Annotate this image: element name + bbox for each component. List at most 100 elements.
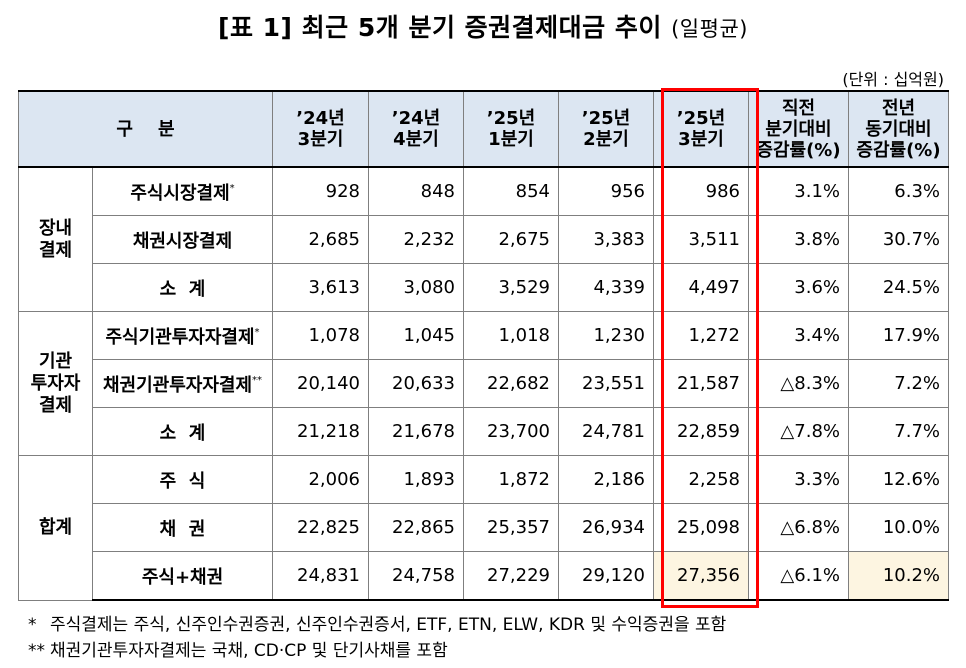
- value-cell: 2,685: [272, 215, 369, 264]
- value-cell: △8.3%: [748, 359, 849, 408]
- header-row: 구 분 ’24년 3분기 ’24년 4분기 ’25년 1분기 ’25년 2분기 …: [18, 90, 949, 168]
- value-cell: 3.4%: [748, 311, 849, 360]
- value-cell: 7.2%: [848, 359, 949, 408]
- value-cell: 22,825: [272, 503, 369, 552]
- value-cell: 22,682: [463, 359, 559, 408]
- row-label: 소 계: [92, 407, 273, 456]
- value-cell: 1,045: [368, 311, 464, 360]
- value-cell: 2,675: [463, 215, 559, 264]
- value-cell: 3,511: [653, 215, 749, 264]
- value-cell: 4,497: [653, 263, 749, 312]
- row-label: 채권기관투자자결제**: [92, 359, 273, 408]
- value-cell: 22,865: [368, 503, 464, 552]
- row-label: 주식시장결제*: [92, 166, 273, 216]
- value-cell: 6.3%: [848, 166, 949, 216]
- value-cell: 854: [463, 166, 559, 216]
- footnote-1: * 주식결제는 주식, 신주인수권증권, 신주인수권증서, ETF, ETN, E…: [28, 615, 727, 635]
- row-label: 주 식: [92, 455, 273, 504]
- header-25q2: ’25년 2분기: [558, 90, 654, 168]
- value-cell: 24,781: [558, 407, 654, 456]
- value-cell: 10.0%: [848, 503, 949, 552]
- value-cell: 1,230: [558, 311, 654, 360]
- value-cell: 4,339: [558, 263, 654, 312]
- value-cell: 27,356: [653, 551, 749, 601]
- value-cell: 23,551: [558, 359, 654, 408]
- table-row: 소 계 21,218 21,678 23,700 24,781 22,859 △7.8% 7.…: [19, 407, 949, 456]
- header-25q3: ’25년 3분기: [653, 90, 749, 168]
- value-cell: 23,700: [463, 407, 559, 456]
- table-row: 합계 주 식 2,006 1,893 1,872 2,186 2,258 3.3% 12.6%: [18, 455, 949, 601]
- footnote-mark: *: [229, 182, 235, 194]
- value-cell: 30.7%: [848, 215, 949, 264]
- group-label-institutional: 기관 투자자 결제: [18, 311, 93, 456]
- value-cell: 7.7%: [848, 407, 949, 456]
- value-cell: 3.6%: [748, 263, 849, 312]
- table-row: 채 권 22,825 22,865 25,357 26,934 25,098 △6.8% 10…: [19, 503, 949, 552]
- value-cell: 1,272: [653, 311, 749, 360]
- row-label: 주식+채권: [92, 551, 273, 601]
- value-cell: △7.8%: [748, 407, 849, 456]
- value-cell: 24.5%: [848, 263, 949, 312]
- value-cell: 848: [368, 166, 464, 216]
- value-cell: 1,078: [272, 311, 369, 360]
- value-cell: 986: [653, 166, 749, 216]
- table-row: 채권기관투자자결제** 20,140 20,633 22,682 23,551 21,58…: [19, 359, 949, 408]
- settlement-table: 구 분 ’24년 3분기 ’24년 4분기 ’25년 1분기 ’25년 2분기 …: [18, 90, 949, 601]
- row-label: 소 계: [92, 263, 273, 312]
- value-cell: 1,018: [463, 311, 559, 360]
- value-cell: 928: [272, 166, 369, 216]
- title-sub: (일평균): [671, 17, 748, 41]
- value-cell: 12.6%: [848, 455, 949, 504]
- footnotes: * 주식결제는 주식, 신주인수권증권, 신주인수권증서, ETF, ETN, E…: [28, 612, 726, 664]
- table-title: [표 1] 최근 5개 분기 증권결제대금 추이 (일평균): [0, 8, 966, 44]
- value-cell: 3.1%: [748, 166, 849, 216]
- value-cell: 2,186: [558, 455, 654, 504]
- unit-label: (단위 : 십억원): [842, 70, 944, 89]
- value-cell: 1,872: [463, 455, 559, 504]
- group-label-total: 합계: [18, 455, 93, 601]
- value-cell: 22,859: [653, 407, 749, 456]
- value-cell: 3.3%: [748, 455, 849, 504]
- value-cell: 2,006: [272, 455, 369, 504]
- value-cell: 24,831: [272, 551, 369, 601]
- value-cell: 24,758: [368, 551, 464, 601]
- header-25q1: ’25년 1분기: [463, 90, 559, 168]
- table-row: 주식+채권 24,831 24,758 27,229 29,120 27,356 △6.1%…: [19, 551, 949, 601]
- value-cell: 3,383: [558, 215, 654, 264]
- value-cell: 21,587: [653, 359, 749, 408]
- title-main: [표 1] 최근 5개 분기 증권결제대금 추이: [218, 13, 662, 42]
- header-24q4: ’24년 4분기: [368, 90, 464, 168]
- header-24q3: ’24년 3분기: [272, 90, 369, 168]
- table-row: 기관 투자자 결제 주식기관투자자결제* 1,078 1,045 1,018 1,230…: [18, 311, 949, 456]
- value-cell: △6.8%: [748, 503, 849, 552]
- table-row: 장내 결제 주식시장결제* 928 848 854 956 986 3.1% 6.3%: [18, 166, 949, 312]
- footnote-2: ** 채권기관투자자결제는 국채, CD·CP 및 단기사채를 포함: [28, 641, 448, 661]
- row-label: 채권시장결제: [92, 215, 273, 264]
- value-cell: 20,140: [272, 359, 369, 408]
- row-label: 주식기관투자자결제*: [92, 311, 273, 360]
- value-cell: 3,529: [463, 263, 559, 312]
- value-cell: 3,613: [272, 263, 369, 312]
- value-cell: 20,633: [368, 359, 464, 408]
- value-cell: 27,229: [463, 551, 559, 601]
- row-label: 채 권: [92, 503, 273, 552]
- value-cell: 25,098: [653, 503, 749, 552]
- value-cell: 3,080: [368, 263, 464, 312]
- header-yoy-change: 전년 동기대비 증감률(%): [848, 90, 949, 168]
- value-cell: 26,934: [558, 503, 654, 552]
- value-cell: 2,232: [368, 215, 464, 264]
- value-cell: 29,120: [558, 551, 654, 601]
- group-label-exchange: 장내 결제: [18, 166, 93, 312]
- value-cell: 3.8%: [748, 215, 849, 264]
- header-qoq-change: 직전 분기대비 증감률(%): [748, 90, 849, 168]
- header-category: 구 분: [18, 90, 273, 168]
- value-cell: 25,357: [463, 503, 559, 552]
- value-cell: 1,893: [368, 455, 464, 504]
- value-cell: 17.9%: [848, 311, 949, 360]
- table-row: 소 계 3,613 3,080 3,529 4,339 4,497 3.6% 24.5%: [19, 263, 949, 312]
- footnote-mark: **: [252, 374, 263, 386]
- value-cell: 2,258: [653, 455, 749, 504]
- value-cell: △6.1%: [748, 551, 849, 601]
- value-cell: 10.2%: [848, 551, 949, 601]
- table-row: 채권시장결제 2,685 2,232 2,675 3,383 3,511 3.8% 30.7%: [19, 215, 949, 264]
